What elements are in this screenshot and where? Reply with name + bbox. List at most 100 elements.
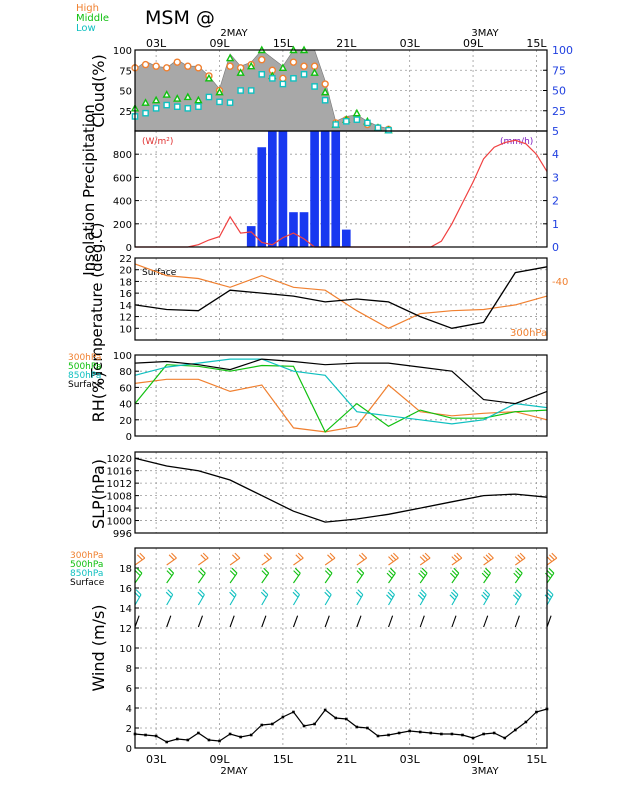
wind-barb-300hpa-feather xyxy=(551,552,558,559)
wind-barb-850hpa-feather xyxy=(449,594,456,601)
wind-barb-300hpa xyxy=(198,552,209,566)
wind-barb-500hpa xyxy=(293,567,301,584)
wind-barb-500hpa-feather xyxy=(199,567,206,574)
ytick-label-1-2: 400 xyxy=(113,197,132,208)
wind-barb-500hpa-feather xyxy=(513,572,520,579)
wind-barb-500hpa-feather xyxy=(198,570,204,576)
panel-frame-3 xyxy=(134,354,548,437)
page-title: MSM @ xyxy=(145,7,215,29)
rh-legend-850hpa: 850hPa xyxy=(68,371,101,381)
wind-barb-850hpa xyxy=(324,589,332,606)
wind-barb-850hpa-feather xyxy=(325,589,332,595)
slp-line xyxy=(134,457,548,523)
wind-barb-300hpa-staff xyxy=(261,557,272,566)
cloud-low-marker xyxy=(353,116,361,123)
wind-barb-500hpa xyxy=(386,567,396,584)
rh-300hpa-line xyxy=(134,378,548,433)
wind-barb-surface xyxy=(261,615,267,628)
wind-surface-speed-point xyxy=(271,722,274,726)
panel-frame-1 xyxy=(134,130,548,248)
wind-legend-300hpa: 300hPa xyxy=(70,551,103,561)
wind-barb-300hpa-feather xyxy=(388,556,394,562)
temperature-surface-line xyxy=(134,266,548,329)
wind-surface-speed-point xyxy=(482,732,485,736)
wind-barb-300hpa-feather xyxy=(200,554,207,561)
ytick-label-1-4: 800 xyxy=(113,150,132,161)
cloud-low-marker xyxy=(152,105,160,112)
wind-barb-500hpa-feather xyxy=(516,567,523,574)
cloud-middle-marker xyxy=(236,68,245,76)
cloud-high-marker xyxy=(162,64,171,72)
wind-barb-300hpa-feather xyxy=(361,552,368,559)
insolation-ylabel-1: Insolation Precipitation xyxy=(80,104,98,276)
ytick-label-3-1: 20 xyxy=(119,416,132,427)
wind-barb-surface-staff xyxy=(419,615,425,628)
cloud-low-marker xyxy=(269,75,276,82)
cloud-low-marker xyxy=(184,105,192,112)
wind-barb-500hpa-feather xyxy=(261,570,268,576)
wind-barb-500hpa xyxy=(324,567,333,584)
ytick-label-5-9: 18 xyxy=(119,564,132,575)
wind-barb-500hpa xyxy=(545,567,555,584)
wind-barb-500hpa xyxy=(418,567,428,584)
ytick-label-5-5: 10 xyxy=(119,644,132,655)
wind-barb-300hpa-feather xyxy=(485,554,492,561)
wind-surface-speed-point xyxy=(228,732,232,736)
wind-barb-300hpa xyxy=(451,552,463,566)
insolation-left-unit: (W/m²) xyxy=(142,137,173,147)
precip-right-tick-label-4: 4 xyxy=(552,148,559,161)
wind-barb-850hpa-feather xyxy=(514,591,521,598)
wind-barb-850hpa-staff xyxy=(134,594,142,606)
wind-barb-850hpa xyxy=(544,589,554,606)
cloud-middle-marker xyxy=(204,73,214,82)
cloud-high-marker xyxy=(279,74,287,83)
wind-barb-850hpa-staff xyxy=(229,594,237,606)
precip-right-tick-label-0: 0 xyxy=(552,241,559,254)
day2-label-bottom: 3MAY xyxy=(471,766,499,777)
cloud-high-marker xyxy=(152,62,160,70)
wind-surface-speed-point xyxy=(387,733,390,737)
temp-legend-right-value: -40 xyxy=(552,277,568,288)
wind-barb-surface-staff xyxy=(388,615,394,628)
cloud-high-marker xyxy=(226,62,234,70)
wind-barb-850hpa-feather xyxy=(135,589,142,595)
wind-barb-300hpa-feather xyxy=(295,554,302,561)
cloud-low-marker xyxy=(374,124,382,132)
wind-barb-300hpa-staff xyxy=(198,557,209,566)
rh-legend-500hpa: 500hPa xyxy=(68,362,101,372)
cloud-right-tick-label-3: 100 xyxy=(552,44,573,57)
wind-barb-850hpa-staff xyxy=(324,594,332,606)
precip-bar xyxy=(289,212,298,247)
wind-barb-850hpa xyxy=(197,589,205,606)
cloud-right-tick-label-0: 25 xyxy=(552,105,566,118)
cloud-low-marker xyxy=(332,121,340,128)
cloud-low-marker xyxy=(247,87,255,94)
wind-barb-300hpa xyxy=(419,552,431,566)
wind-barb-850hpa xyxy=(229,589,237,606)
wind-barb-300hpa-feather xyxy=(549,554,555,561)
cloud-middle-marker xyxy=(320,87,330,96)
wind-barb-500hpa-feather xyxy=(421,567,428,574)
wind-barb-850hpa-feather xyxy=(389,589,395,595)
wind-barb-850hpa-feather xyxy=(481,594,487,601)
wind-barb-300hpa-staff xyxy=(324,557,336,566)
cloud-middle-marker xyxy=(278,63,288,72)
wind-barb-850hpa-staff xyxy=(261,594,269,606)
wind-barb-850hpa-feather xyxy=(482,591,489,598)
wind-barb-850hpa xyxy=(386,589,395,606)
ytick-label-5-1: 2 xyxy=(126,724,132,735)
wind-surface-speed-point xyxy=(408,729,411,733)
wind-barb-300hpa-feather xyxy=(424,552,431,559)
wind-barb-300hpa-feather xyxy=(234,552,241,559)
cloud-middle-marker xyxy=(151,95,161,104)
wind-barb-500hpa-feather xyxy=(134,570,141,576)
wind-barb-surface xyxy=(514,615,520,628)
wind-barb-500hpa-feather xyxy=(515,570,521,576)
ytick-label-1-1: 200 xyxy=(113,220,132,231)
day1-label-bottom: 2MAY xyxy=(220,766,248,777)
wind-barb-850hpa-feather xyxy=(292,591,299,598)
wind-barb-300hpa-feather xyxy=(266,552,272,559)
wind-barb-surface xyxy=(388,615,394,628)
wind-barb-300hpa-staff xyxy=(356,557,368,566)
wind-barb-850hpa-feather xyxy=(197,591,204,598)
